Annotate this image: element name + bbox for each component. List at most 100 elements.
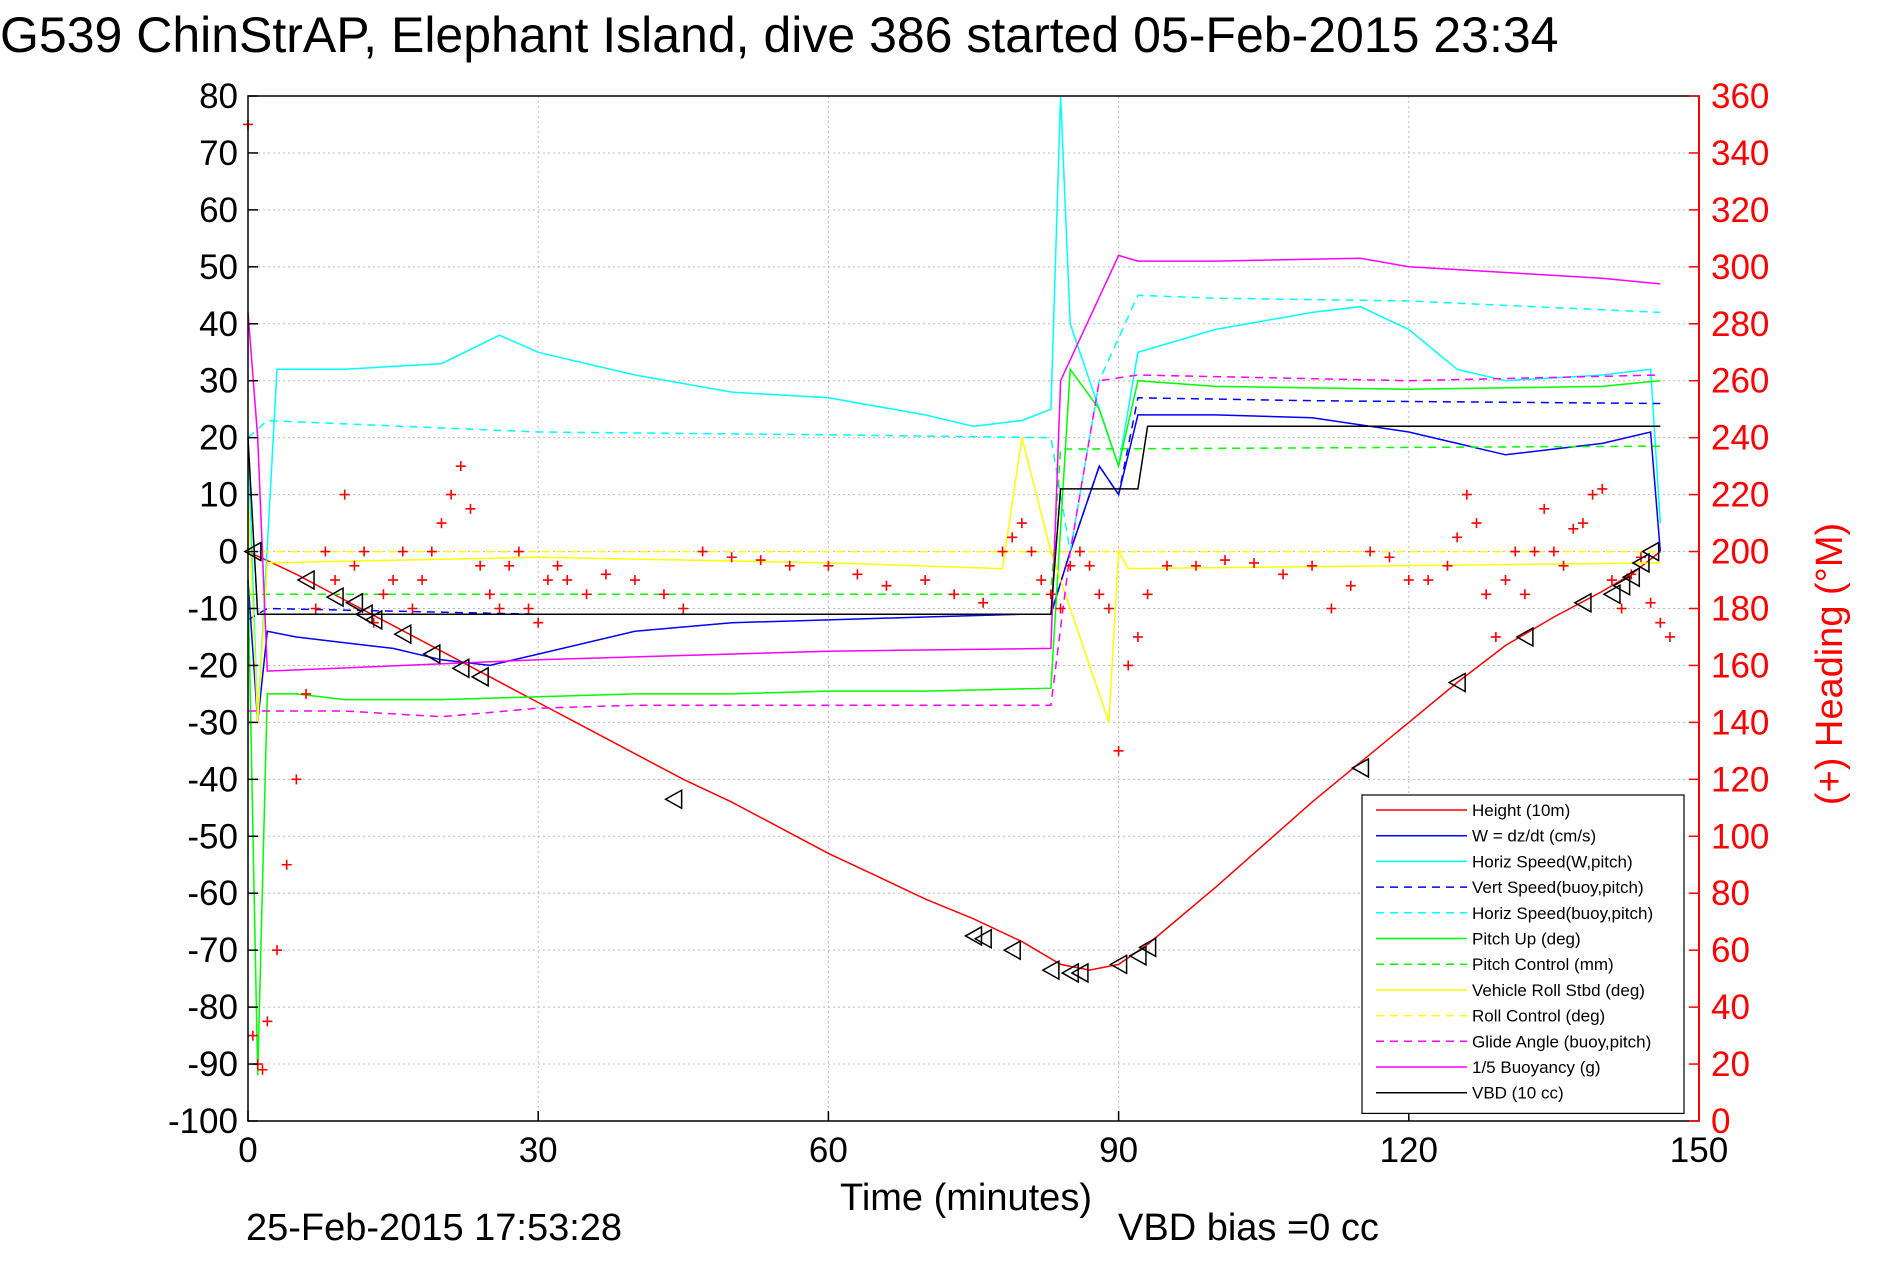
depth-marker (325, 586, 344, 608)
legend-label: Roll Control (deg) (1472, 1007, 1605, 1026)
heading-point (1074, 546, 1085, 557)
y-left-tick-label: 10 (199, 476, 238, 515)
heading-point (629, 575, 640, 586)
heading-point (1249, 557, 1260, 568)
series-line-vbd-10-cc (247, 425, 1661, 615)
heading-point (1384, 552, 1395, 563)
legend-label: W = dz/dt (cm/s) (1472, 827, 1596, 846)
heading-point (397, 546, 408, 557)
depth-marker (973, 928, 992, 950)
heading-point (446, 489, 457, 500)
heading-point (1026, 546, 1037, 557)
series-line-w-dz-dt-cm-s (247, 414, 1662, 723)
heading-point (678, 603, 689, 614)
heading-point (436, 518, 447, 529)
heading-point (1529, 546, 1540, 557)
y-left-tick-label: 30 (199, 362, 238, 401)
depth-marker (1447, 672, 1466, 693)
heading-point (301, 688, 312, 699)
heading-point (920, 575, 931, 586)
depth-marker (451, 658, 470, 679)
y-right-tick-label: 60 (1711, 931, 1750, 970)
heading-point (359, 546, 370, 557)
depth-marker (422, 643, 441, 665)
heading-point (1403, 575, 1414, 586)
y-right-tick-label: 340 (1711, 134, 1769, 173)
heading-point (388, 575, 399, 586)
heading-point (1577, 518, 1588, 529)
heading-point (949, 589, 960, 600)
y-right-tick-label: 220 (1711, 476, 1769, 515)
heading-point (426, 546, 437, 557)
legend-label: 1/5 Buoyancy (g) (1472, 1058, 1601, 1077)
heading-point (658, 589, 669, 600)
x-tick-label: 90 (1099, 1131, 1138, 1170)
heading-point (726, 552, 737, 563)
series-line-vehicle-roll-stbd-deg (247, 437, 1661, 723)
heading-point (1123, 660, 1134, 671)
x-tick-label: 30 (519, 1131, 558, 1170)
heading-point (320, 546, 331, 557)
legend-label: Horiz Speed(buoy,pitch) (1472, 904, 1653, 923)
depth-marker (1641, 541, 1660, 562)
heading-point (247, 1030, 258, 1041)
heading-point (1519, 589, 1530, 600)
heading-point (475, 560, 486, 571)
x-tick-label: 0 (238, 1131, 257, 1170)
heading-point (600, 569, 611, 580)
heading-point (281, 859, 292, 870)
heading-point (1655, 617, 1666, 628)
x-tick-label: 60 (809, 1131, 848, 1170)
heading-point (1481, 589, 1492, 600)
y-right-tick-label: 180 (1711, 590, 1769, 629)
heading-point (1220, 555, 1231, 566)
heading-point (1113, 745, 1124, 756)
legend-label: Pitch Up (deg) (1472, 930, 1581, 949)
depth-marker (470, 666, 489, 688)
y-right-tick-label: 260 (1711, 362, 1769, 401)
series-line-pitch-up-deg (247, 367, 1661, 1076)
depth-marker (1515, 626, 1534, 648)
heading-point (1132, 631, 1143, 642)
heading-point (852, 569, 863, 580)
heading-point (697, 546, 708, 557)
heading-point (1461, 489, 1472, 500)
heading-point (1307, 560, 1318, 571)
y-left-tick-label: 70 (199, 134, 238, 173)
heading-point (1510, 546, 1521, 557)
legend-label: VBD (10 cc) (1472, 1084, 1564, 1103)
heading-point (1490, 631, 1501, 642)
y-axis-right-label: (+) Heading (°M) (1809, 523, 1851, 805)
y-axis-left: 80 70 60 50 40 30 20 10 0 -10 -20 -30 -40 -50 -60 -70 -8… (168, 77, 258, 1141)
heading-point (484, 589, 495, 600)
depth-marker (1002, 939, 1021, 961)
y-left-tick-label: 20 (199, 419, 238, 458)
y-right-tick-label: 280 (1711, 305, 1769, 344)
series-line-horiz-speed-w-pitch (247, 95, 1662, 723)
heading-point (1597, 483, 1608, 494)
heading-point (1568, 523, 1579, 534)
depth-marker (1128, 945, 1147, 967)
heading-point (1423, 575, 1434, 586)
series-line-horiz-speed-buoy-pitch (247, 294, 1661, 552)
heading-point (1345, 580, 1356, 591)
heading-point (533, 617, 544, 628)
heading-point (1161, 560, 1172, 571)
heading-point (330, 575, 341, 586)
legend-label: Vert Speed(buoy,pitch) (1472, 878, 1644, 897)
heading-point (513, 546, 524, 557)
y-right-tick-label: 120 (1711, 760, 1769, 799)
heading-point (1055, 603, 1066, 614)
y-left-tick-label: -20 (187, 646, 238, 685)
heading-point (262, 1016, 273, 1027)
series-line-vert-speed-buoy-pitch (247, 397, 1661, 621)
depth-marker (1109, 954, 1128, 975)
y-left-tick-label: 0 (219, 533, 238, 572)
heading-point (552, 560, 563, 571)
heading-point (1278, 569, 1289, 580)
depth-marker (1621, 566, 1641, 588)
depth-marker (1070, 962, 1089, 984)
series-line-glide-angle-buoy-pitch (248, 374, 1661, 718)
x-tick-label: 120 (1380, 1131, 1438, 1170)
